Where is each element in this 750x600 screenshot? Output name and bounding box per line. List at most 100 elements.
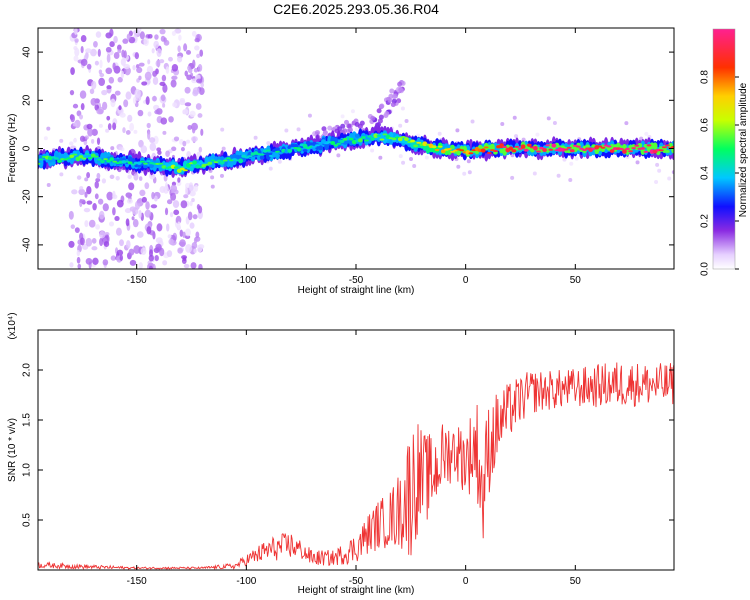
spectrogram-y-tick-label: 20 [22,94,33,106]
spectrogram-speckle [187,68,193,74]
spectrogram-speckle [114,90,121,96]
spectrogram-speckle [69,262,74,268]
snr-x-tick-label: 0 [463,576,469,587]
spectrogram-speckle [166,223,170,232]
spectrogram-ridge-cell [447,148,452,151]
spectrogram-streak [359,120,365,126]
spectrogram-x-tick-label: -150 [127,275,147,286]
spectrogram-speckle [98,210,105,220]
spectrogram-axes: -150 -100 -50 0 50 -40 -20 0 20 40 [22,28,674,286]
spectrogram-speckle [98,123,103,128]
spectrogram-ridge-cell [182,169,188,172]
spectrogram-ridge-cell [382,133,388,136]
spectrogram-ridge-cell [207,161,213,165]
spectrogram-streak [377,118,383,124]
spectrogram-speckle [118,146,123,151]
spectrogram-ridge-cell [213,161,219,164]
spectrogram-speckle [197,64,203,72]
spectrogram-speckle [131,216,135,221]
spectrogram-speckle [118,105,122,111]
spectrogram-speckle [173,136,180,142]
spectrogram-ridge-cell [569,149,575,153]
spectrogram-speckle [86,63,92,70]
spectrogram-speckle [46,183,51,188]
spectrogram-speckle [143,37,149,47]
spectrogram-speckle [115,227,122,236]
spectrogram-speckle [122,127,126,134]
spectrogram-speckle [200,82,205,88]
spectrogram-speckle [74,227,80,233]
spectrogram-frame [37,27,675,270]
spectrogram-speckle [140,145,148,154]
spectrogram-speckle [354,127,359,132]
spectrogram-ridge-cell [665,150,670,153]
spectrogram-speckle [162,130,167,135]
spectrogram-ridge-cell [139,160,145,163]
spectrogram-speckle [179,239,186,248]
spectrogram-speckle [101,101,108,111]
spectrogram-speckle [162,83,168,93]
spectrogram-speckle [122,38,129,44]
spectrogram-ridge-cell [631,147,637,150]
spectrogram-speckle [185,228,191,237]
spectrogram-ridge-cell [508,146,514,151]
spectrogram-speckle [154,109,160,115]
spectrogram-speckle [307,113,312,118]
spectrogram-speckle [139,31,145,40]
spectrogram-speckle [635,160,640,165]
spectrogram-speckle [194,45,200,51]
spectrogram-speckle [188,184,194,192]
spectrogram-speckle [112,207,116,216]
spectrogram-speckle [127,114,133,123]
spectrogram-speckle [175,215,182,225]
spectrogram-speckle [165,150,170,157]
spectrogram-speckle [182,231,186,238]
spectrogram-speckle [59,172,64,177]
spectrogram-ridge-cell [38,158,44,161]
spectrogram-ridge-cell [186,162,191,168]
spectrogram-ridge-cell [373,133,379,139]
spectrogram-ridge-cell [176,168,182,173]
spectrogram-speckle [184,86,191,94]
spectrogram-ridge-cell [354,133,360,139]
colorbar: 0.0 0.2 0.4 0.6 0.8 Normalized spectral ampl… [700,28,749,276]
spectrogram-ridge-cell [437,142,443,149]
spectrogram-streak [378,114,384,120]
spectrogram-speckle [86,172,91,179]
spectrogram-ridge-cell [302,143,308,149]
spectrogram-speckle [134,88,141,98]
spectrogram-ridge-cell [204,157,210,164]
spectrogram-speckle [85,48,92,54]
spectrogram-speckle [284,128,289,133]
spectrogram-speckle [98,69,103,75]
spectrogram-speckle [149,142,157,152]
spectrogram-speckle [79,114,84,120]
spectrogram-ridge-cell [192,160,197,165]
spectrogram-ridge-cell [342,138,348,141]
spectrogram-ridge-cell [628,150,633,153]
spectrogram-ridge-cell [100,160,105,164]
spectrogram-speckle [71,189,78,195]
spectrogram-ridge-cell [575,145,581,148]
spectrogram-speckle [132,96,137,105]
spectrogram-streak [346,123,352,129]
spectrogram-speckle [106,115,111,121]
spectrogram-speckle [152,70,158,77]
spectrogram-speckle [98,77,106,87]
snr-x-tick-label: -150 [127,576,147,587]
spectrogram-speckle [133,245,141,254]
spectrogram-ridge-cell [437,145,443,148]
spectrogram-speckle [532,171,537,176]
spectrogram-speckle [169,212,174,218]
spectrogram-speckle [187,211,193,221]
spectrogram-speckle [68,240,75,248]
spectrogram-speckle [101,89,108,96]
spectrogram-ridge-cell [238,158,244,164]
spectrogram-speckle [141,196,147,203]
spectrogram-speckle [153,195,158,202]
spectrogram-speckle [95,224,100,230]
spectrogram-speckle [151,263,156,269]
spectrogram-speckle [671,170,674,175]
spectrogram-speckle [196,203,201,210]
spectrogram-ridge-cell [357,138,363,143]
